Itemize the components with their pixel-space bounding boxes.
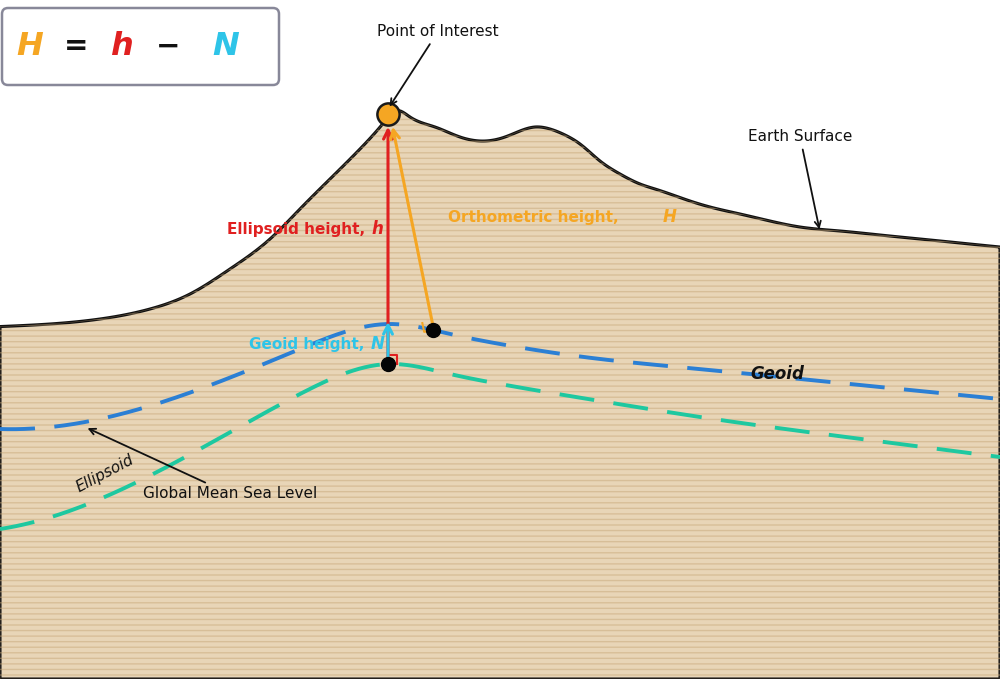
Text: h: h (371, 220, 383, 238)
Text: Orthometric height,: Orthometric height, (448, 210, 624, 225)
Text: N: N (371, 335, 385, 353)
Text: Point of Interest: Point of Interest (377, 24, 499, 105)
Text: Ellipsoid: Ellipsoid (74, 452, 136, 496)
FancyBboxPatch shape (2, 8, 279, 85)
Text: =: = (64, 33, 88, 60)
Text: Geoid: Geoid (750, 365, 804, 383)
Text: H: H (17, 31, 43, 62)
Text: H: H (663, 208, 677, 226)
Text: Global Mean Sea Level: Global Mean Sea Level (89, 429, 317, 502)
Polygon shape (0, 324, 1000, 679)
Text: h: h (110, 31, 132, 62)
Text: Geoid height,: Geoid height, (249, 337, 370, 352)
Text: N: N (213, 31, 239, 62)
Polygon shape (0, 439, 220, 679)
Polygon shape (0, 111, 1000, 679)
Text: Earth Surface: Earth Surface (748, 129, 852, 227)
Text: −: − (156, 33, 180, 60)
Text: Ellipsoid height,: Ellipsoid height, (227, 221, 370, 236)
